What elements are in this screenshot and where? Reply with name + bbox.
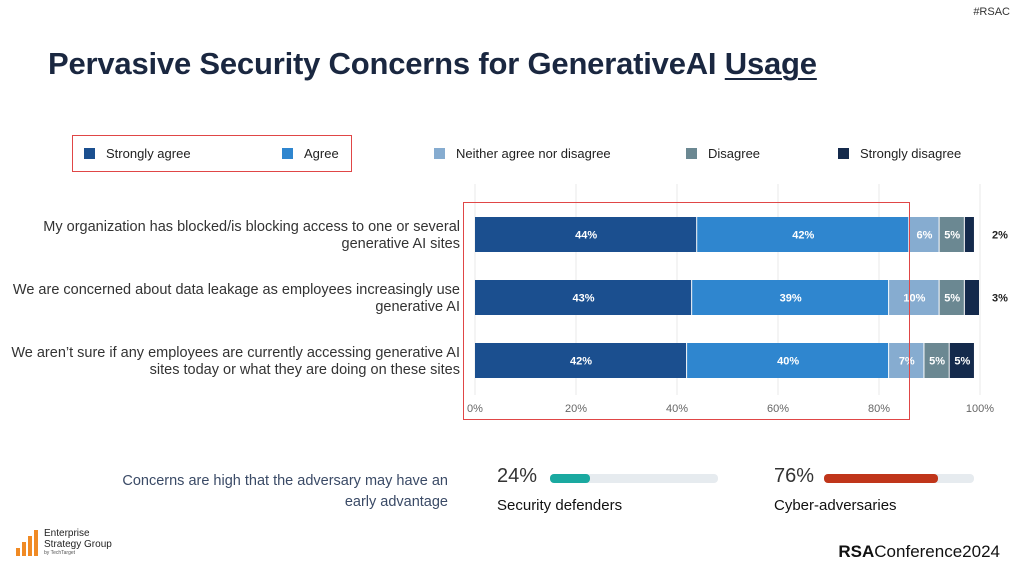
- adversaries-progress-fill: [824, 474, 938, 483]
- rsa-logo-year: 2024: [962, 542, 1000, 561]
- legend-label: Strongly disagree: [860, 146, 962, 161]
- bar-segment: [939, 280, 964, 315]
- data-label: 2%: [992, 230, 1008, 242]
- rsa-logo-bold: RSA: [838, 542, 875, 561]
- summary-note: Concerns are high that the adversary may…: [98, 471, 448, 513]
- data-label: 5%: [944, 230, 960, 242]
- legend-agree: Agree: [282, 146, 339, 161]
- title-main: Pervasive Security Concerns for Generati…: [48, 46, 717, 81]
- data-label: 40%: [777, 356, 799, 368]
- legend-swatch: [686, 148, 697, 159]
- adversaries-label: Cyber-adversaries: [774, 497, 897, 514]
- category-label-1: My organization has blocked/is blocking …: [0, 219, 460, 253]
- defenders-progress-track: [550, 474, 718, 483]
- category-line: My organization has blocked/is blocking …: [43, 219, 460, 235]
- page-title: Pervasive Security Concerns for Generati…: [48, 46, 817, 82]
- title-underlined-word: Usage: [724, 46, 817, 81]
- esg-name-line: Strategy Group: [44, 539, 112, 550]
- category-line: generative AI: [375, 299, 460, 315]
- data-label: 3%: [992, 293, 1008, 305]
- bar-segment: [475, 343, 687, 378]
- legend-disagree: Disagree: [686, 146, 760, 161]
- category-line: sites today or what they are doing on th…: [149, 362, 460, 378]
- data-label: 6%: [916, 230, 932, 242]
- bar-segment: [475, 217, 697, 252]
- data-label: 42%: [570, 356, 592, 368]
- x-tick-label: 60%: [767, 403, 789, 415]
- rsac-hashtag: #RSAC: [973, 6, 1010, 18]
- bar-segment: [909, 217, 939, 252]
- bar-segment: [687, 343, 889, 378]
- data-label: 39%: [780, 293, 802, 305]
- bar-segment: [889, 343, 924, 378]
- data-label: 44%: [575, 230, 597, 242]
- data-label: 43%: [573, 293, 595, 305]
- bar-segment: [697, 217, 909, 252]
- legend-swatch: [838, 148, 849, 159]
- category-label-2: We are concerned about data leakage as e…: [0, 282, 460, 316]
- note-line: Concerns are high that the adversary may…: [122, 473, 448, 489]
- data-label: 42%: [792, 230, 814, 242]
- data-label: 5%: [944, 293, 960, 305]
- esg-byline: by TechTarget: [44, 550, 76, 556]
- category-line: We aren’t sure if any employees are curr…: [11, 345, 460, 361]
- legend-swatch: [84, 148, 95, 159]
- esg-logo-icon: [16, 530, 38, 556]
- data-label: 7%: [899, 356, 915, 368]
- note-line: early advantage: [344, 494, 448, 510]
- legend-swatch: [434, 148, 445, 159]
- defenders-percent: 24%: [497, 465, 538, 487]
- category-label-3: We aren’t sure if any employees are curr…: [0, 345, 460, 379]
- legend-neither: Neither agree nor disagree: [434, 146, 611, 161]
- bar-segment: [939, 217, 964, 252]
- category-line: We are concerned about data leakage as e…: [12, 282, 460, 298]
- defenders-progress-fill: [550, 474, 591, 483]
- x-tick-label: 100%: [966, 403, 994, 415]
- category-line: generative AI sites: [341, 236, 461, 252]
- bar-segment: [889, 280, 939, 315]
- bar-segment: [692, 280, 889, 315]
- legend-label: Neither agree nor disagree: [456, 146, 611, 161]
- legend-label: Agree: [304, 146, 339, 161]
- esg-logo: Enterprise Strategy Group by TechTarget: [16, 528, 112, 556]
- x-tick-label: 40%: [666, 403, 688, 415]
- x-tick-label: 80%: [868, 403, 890, 415]
- legend-swatch: [282, 148, 293, 159]
- bar-segment: [949, 343, 974, 378]
- legend-label: Disagree: [708, 146, 761, 161]
- data-label: 5%: [954, 356, 970, 368]
- data-label: 5%: [929, 356, 945, 368]
- rsa-conference-logo: RSAConference2024: [838, 542, 1000, 562]
- esg-name-line: Enterprise: [44, 528, 90, 539]
- legend-label: Strongly agree: [106, 146, 191, 161]
- data-label: 10%: [903, 293, 925, 305]
- legend-strongly-agree: Strongly agree: [84, 146, 191, 161]
- adversaries-percent: 76%: [774, 465, 815, 487]
- x-tick-label: 0%: [467, 403, 483, 415]
- defenders-label: Security defenders: [497, 497, 623, 514]
- adversaries-progress-track: [824, 474, 974, 483]
- x-tick-label: 20%: [565, 403, 587, 415]
- bar-segment: [924, 343, 949, 378]
- bar-segment: [475, 280, 692, 315]
- rsa-logo-text: Conference: [874, 542, 963, 561]
- chart-highlight-box: [463, 202, 910, 420]
- bar-segment: [964, 280, 979, 315]
- bar-segment: [964, 217, 974, 252]
- legend-strongly-disagree: Strongly disagree: [838, 146, 961, 161]
- legend-highlight-box: [72, 135, 352, 172]
